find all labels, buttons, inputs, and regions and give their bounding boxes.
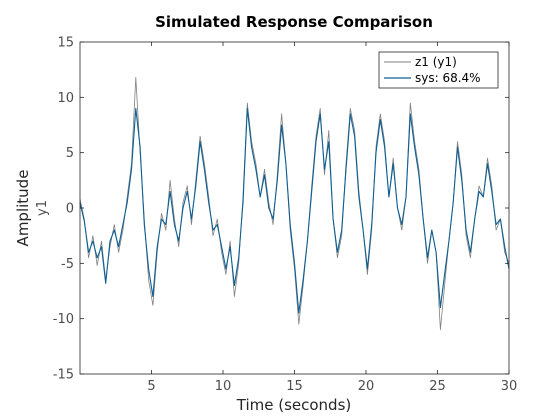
legend-box bbox=[378, 51, 499, 89]
y-tick-label: 5 bbox=[66, 146, 74, 161]
ticks-layer: 5 10 15 20 25 30 -15 -10 -5 0 5 10 15 bbox=[53, 36, 518, 395]
y-tick-label: 0 bbox=[66, 202, 74, 217]
y-tick-label: -10 bbox=[53, 312, 74, 327]
y-tick-label: 15 bbox=[57, 36, 74, 51]
channel-label: y1 bbox=[35, 200, 50, 216]
x-tick-label: 15 bbox=[286, 379, 303, 394]
y-tick-label: 10 bbox=[57, 91, 74, 106]
y-tick-label: -5 bbox=[61, 257, 74, 272]
series-line-sys bbox=[79, 107, 510, 314]
y-axis-title: Amplitude bbox=[14, 170, 32, 247]
x-tick-label: 30 bbox=[501, 379, 518, 394]
series-layer bbox=[79, 77, 510, 331]
x-axis-title: Time (seconds) bbox=[236, 396, 352, 414]
legend-label-z1: z1 (y1) bbox=[415, 55, 457, 69]
legend-label-sys: sys: 68.4% bbox=[415, 71, 481, 85]
x-tick-label: 10 bbox=[215, 379, 232, 394]
x-tick-label: 5 bbox=[147, 379, 155, 394]
plot-area bbox=[80, 42, 509, 374]
chart-title: Simulated Response Comparison bbox=[155, 13, 433, 31]
y-tick-label: -15 bbox=[53, 368, 74, 383]
x-tick-label: 20 bbox=[358, 379, 375, 394]
x-tick-label: 25 bbox=[429, 379, 446, 394]
legend: z1 (y1) sys: 68.4% bbox=[378, 51, 499, 89]
